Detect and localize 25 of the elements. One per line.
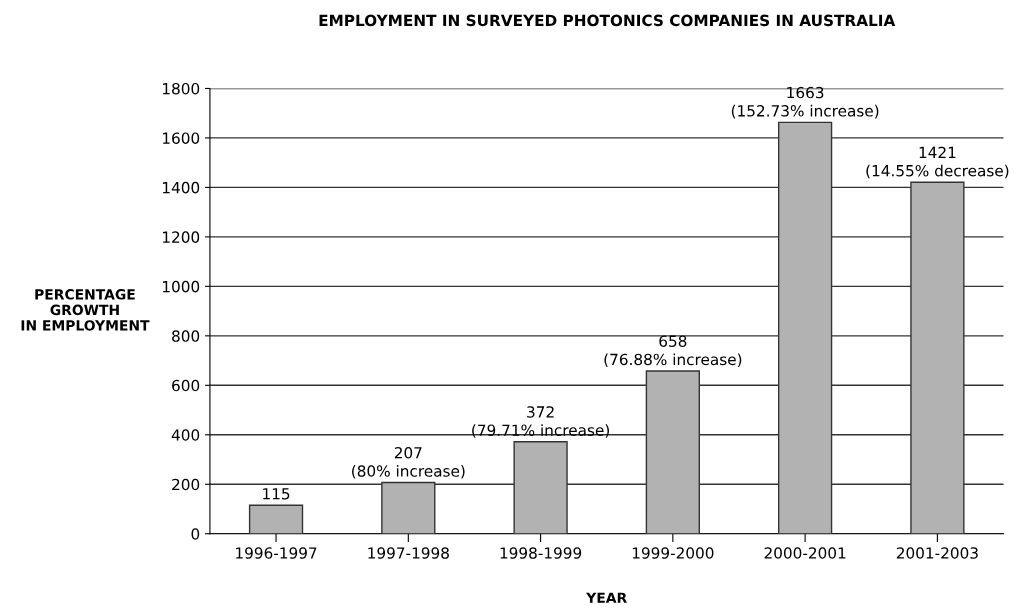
y-tick-label: 400 — [171, 429, 200, 441]
x-tick-label: 1997-1998 — [368, 547, 449, 559]
y-tick-label: 1000 — [162, 280, 200, 293]
x-tick-label: 1999-2000 — [632, 547, 714, 559]
y-tick-label: 1600 — [162, 132, 200, 144]
data-label: 658 (76.88% increase) — [604, 335, 742, 368]
data-label: 1663 (152.73% increase) — [731, 86, 879, 119]
data-label: 115 — [263, 488, 290, 500]
x-tick-label: 2000-2001 — [764, 547, 846, 559]
x-tick-label: 1996-1997 — [236, 547, 317, 559]
y-tick-label: 1400 — [162, 181, 200, 194]
x-axis-title: YEAR — [586, 592, 627, 603]
data-label: 207 (80% increase) — [352, 446, 465, 479]
x-tick-label: 2001-2003 — [896, 547, 978, 559]
data-label: 1421 (14.55% decrease) — [866, 146, 1009, 179]
chart-title: EMPLOYMENT IN SURVEYED PHOTONICS COMPANIES IN AUSTRALIA — [319, 14, 896, 27]
x-tick-label: 1998-1999 — [500, 547, 582, 559]
bar — [248, 504, 304, 534]
y-tick-label: 0 — [191, 528, 200, 540]
y-tick-label: 200 — [172, 478, 200, 491]
y-axis-title: PERCENTAGE GROWTH IN EMPLOYMENT — [21, 289, 150, 331]
y-tick-label: 800 — [172, 330, 200, 342]
y-tick-label: 1200 — [162, 231, 200, 243]
y-tick-label: 600 — [172, 379, 200, 392]
y-tick-label: 1800 — [162, 82, 200, 95]
